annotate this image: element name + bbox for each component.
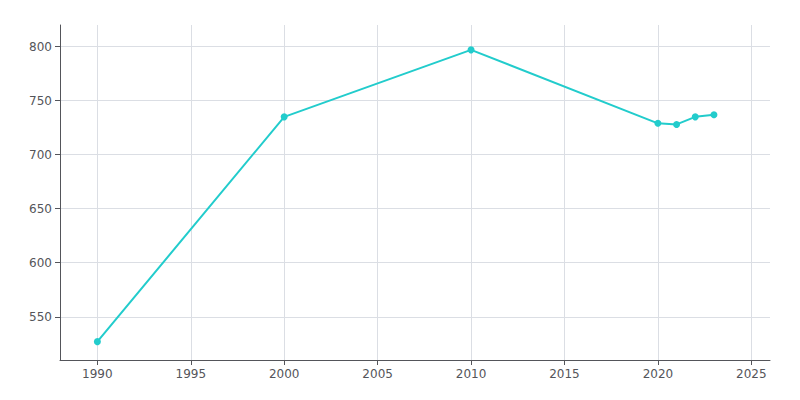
svg-text:700: 700 xyxy=(29,148,52,162)
svg-text:550: 550 xyxy=(29,310,52,324)
svg-text:2000: 2000 xyxy=(269,367,300,381)
svg-text:1990: 1990 xyxy=(82,367,113,381)
svg-text:1995: 1995 xyxy=(176,367,207,381)
svg-text:2005: 2005 xyxy=(362,367,393,381)
svg-text:2010: 2010 xyxy=(456,367,487,381)
svg-text:2015: 2015 xyxy=(549,367,580,381)
svg-text:750: 750 xyxy=(29,94,52,108)
svg-text:2025: 2025 xyxy=(736,367,767,381)
svg-text:2020: 2020 xyxy=(643,367,674,381)
svg-text:800: 800 xyxy=(29,40,52,54)
svg-text:600: 600 xyxy=(29,256,52,270)
svg-text:650: 650 xyxy=(29,202,52,216)
